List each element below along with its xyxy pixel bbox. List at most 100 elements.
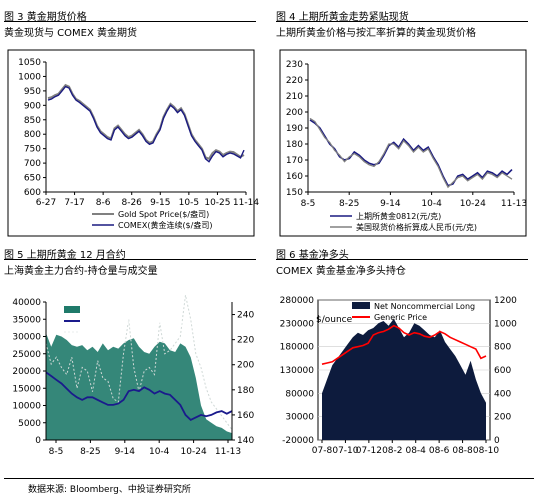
y-tick-label-left: 130000 <box>280 366 315 376</box>
chart-frame <box>7 49 255 237</box>
y-tick-label-right: 800 <box>494 343 511 353</box>
y-tick-label: 800 <box>24 130 41 140</box>
y-tick-label: 150 <box>286 188 303 198</box>
y-tick-label: 190 <box>286 124 303 134</box>
x-tick-label: 10-4 <box>421 199 442 209</box>
panel-3-subtitle: 上海黄金主力合约-持仓量与成交量 <box>4 266 158 277</box>
x-tick-label: 11-14 <box>233 198 259 208</box>
x-tick-label: 9-15 <box>150 198 170 208</box>
x-tick-label: 6-27 <box>36 198 56 208</box>
x-tick-label: 10-5 <box>179 198 199 208</box>
legend-label-3: 成交量 <box>84 327 108 337</box>
x-tick-label: 8-25 <box>80 447 100 457</box>
y-tick-label-right: 1200 <box>494 296 517 306</box>
legend-swatch-1 <box>352 302 370 309</box>
x-tick-label: 10-24 <box>460 199 486 209</box>
legend-label-1: Net Noncommercial Long <box>374 302 475 311</box>
price-line <box>321 324 487 365</box>
x-tick-label: 11-13 <box>501 199 527 209</box>
chart-panel-1: 600 650 700 750 800 850 900 950 1000 1050 6-27 7-17… <box>7 49 259 237</box>
y-tick-label-left: 80000 <box>285 389 314 399</box>
x-tick-label: 8-5 <box>301 199 316 209</box>
y-axis-unit-label: $/ounce <box>316 315 353 325</box>
x-tick-label: 08-8 <box>452 446 473 456</box>
y-tick-label-right: 180 <box>237 386 254 396</box>
x-tick-label: 07-10 <box>332 446 358 456</box>
source-note: 数据来源: Bloomberg、中投证券研究所 <box>28 485 191 495</box>
legend-label-1: Gold Spot Price($/盎司) <box>118 209 209 219</box>
panel-4-title-rule <box>276 259 528 260</box>
y-tick-label-left: 35000 <box>12 315 41 325</box>
panel-2-title-rule <box>276 21 528 22</box>
series-line-1 <box>47 83 245 161</box>
x-tick-label: 08-6 <box>429 446 450 456</box>
y-tick-label-right: 140 <box>237 436 254 446</box>
y-tick-label-left: 280000 <box>280 296 315 306</box>
chart-panel-3: 0 5000 10000 15000 20000 25000 30000 35000 40000… <box>12 294 254 457</box>
y-tick-label-left: -20000 <box>282 436 314 446</box>
y-tick-label: 1050 <box>18 58 41 68</box>
y-tick-label: 650 <box>24 174 41 184</box>
series-line-2 <box>47 85 245 163</box>
series-line-2 <box>309 117 513 189</box>
y-tick-label: 750 <box>24 145 41 155</box>
x-tick-label: 08-10 <box>473 446 499 456</box>
price-line <box>45 371 233 421</box>
y-tick-label-right: 240 <box>237 311 254 321</box>
y-tick-label: 210 <box>286 92 303 102</box>
x-tick-label: 07-8 <box>312 446 333 456</box>
y-tick-label: 200 <box>286 108 303 118</box>
legend-label-2: 上期所黄金0812价格(元/克) <box>84 316 185 326</box>
panel-1-subtitle: 黄金现货与 COMEX 黄金期货 <box>4 28 138 39</box>
y-tick-label-left: 230000 <box>280 319 315 329</box>
panel-4-title: 图 6 基金净多头 <box>276 250 349 261</box>
footer-rule <box>4 478 534 479</box>
x-tick-label: 10-24 <box>181 447 207 457</box>
y-tick-label: 900 <box>24 101 41 111</box>
y-tick-label-left: 15000 <box>12 384 41 394</box>
x-tick-label: 11-13 <box>215 447 241 457</box>
y-tick-label-left: 25000 <box>12 350 41 360</box>
y-tick-label-left: 180000 <box>280 343 315 353</box>
y-tick-label: 230 <box>286 60 303 70</box>
x-tick-label: 7-17 <box>64 198 84 208</box>
chart-panel-4: -20000 30000 80000 130000 180000 230000 280000… <box>280 296 518 456</box>
x-tick-label: 07-12 <box>356 446 382 456</box>
net-long-area <box>322 318 486 440</box>
panel-1-title: 图 3 黄金期货价格 <box>4 12 87 23</box>
y-tick-label-right: 220 <box>237 336 254 346</box>
y-tick-label-right: 200 <box>494 413 511 423</box>
y-tick-label-left: 10000 <box>12 402 41 412</box>
x-tick-label: 10-25 <box>204 198 230 208</box>
legend-label-1: 上期所黄金0812(元/克) <box>356 211 441 221</box>
x-tick-label: 9-14 <box>380 199 401 209</box>
legend-label-2: Generic Price <box>374 313 427 322</box>
legend-label-2: COMEX(黄金连续($/盎司) <box>118 220 212 230</box>
panel-1-title-rule <box>4 21 256 22</box>
y-tick-label-right: 400 <box>494 389 511 399</box>
y-tick-label: 180 <box>286 140 303 150</box>
x-tick-label: 08-2 <box>382 446 402 456</box>
x-tick-label: 8-5 <box>49 447 64 457</box>
panel-3-title-rule <box>4 259 256 260</box>
y-tick-label: 220 <box>286 76 303 86</box>
y-tick-label-right: 0 <box>494 436 500 446</box>
y-tick-label: 700 <box>24 159 41 169</box>
panel-2-subtitle: 上期所黄金价格与按汇率折算的黄金现货价格 <box>276 28 476 39</box>
x-tick-label: 10-4 <box>149 447 170 457</box>
x-tick-label: 8-26 <box>121 198 142 208</box>
chart-panel-2: 150 160 170 180 190 200 210 220 230 8-5 8-25 9-14 10… <box>279 49 527 237</box>
y-tick-label-left: 0 <box>35 436 41 446</box>
panel-4-subtitle: COMEX 黄金基金净多头持仓 <box>276 266 406 277</box>
y-tick-label-left: 20000 <box>12 367 41 377</box>
y-tick-label: 1000 <box>18 72 41 82</box>
x-tick-label: 08-4 <box>405 446 426 456</box>
y-tick-label: 170 <box>286 156 303 166</box>
y-tick-label-right: 200 <box>237 361 254 371</box>
x-tick-label: 8-6 <box>96 198 111 208</box>
y-tick-label-left: 40000 <box>12 298 41 308</box>
y-tick-label: 600 <box>24 188 41 198</box>
y-tick-label: 950 <box>24 87 41 97</box>
panel-2-title: 图 4 上期所黄金走势紧贴现货 <box>276 12 409 23</box>
y-tick-label-right: 160 <box>237 411 254 421</box>
